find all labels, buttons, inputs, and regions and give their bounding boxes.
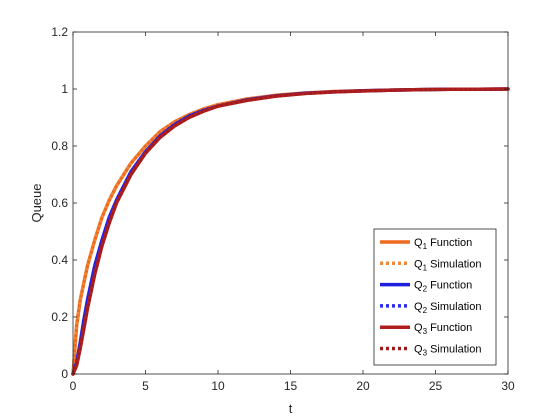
legend-label-rest: Function (427, 280, 472, 292)
legend-label-main: Q (414, 258, 423, 270)
legend-label-main: Q (414, 322, 423, 334)
x-tick-label: 5 (142, 379, 149, 393)
legend-label-main: Q (414, 301, 423, 313)
legend-label-rest: Function (427, 322, 472, 334)
legend-label-4: Q2 Simulation (414, 301, 481, 315)
y-tick-label: 0.8 (51, 139, 68, 153)
x-tick-label: 15 (284, 379, 298, 393)
x-tick-label: 25 (429, 379, 443, 393)
legend-label-subscript: 2 (423, 285, 428, 294)
y-tick-label: 0.2 (51, 310, 68, 324)
legend-label-subscript: 2 (423, 306, 428, 315)
legend-label-rest: Simulation (427, 344, 481, 356)
legend-label-main: Q (414, 344, 423, 356)
x-tick-label: 0 (70, 379, 77, 393)
series-layer (71, 87, 510, 376)
legend-label-rest: Function (427, 237, 472, 249)
y-tick-label: 1.2 (51, 25, 68, 39)
legend-label-main: Q (414, 237, 423, 249)
x-tick-label: 10 (211, 379, 225, 393)
legend-label-rest: Simulation (427, 258, 481, 270)
legend-label-1: Q1 Function (414, 237, 472, 251)
legend-label-main: Q (414, 280, 423, 292)
series-line-5 (71, 87, 510, 376)
legend-label-subscript: 1 (423, 263, 428, 272)
y-axis-label: Queue (29, 183, 44, 222)
legend-label-rest: Simulation (427, 301, 481, 313)
legend-label-3: Q2 Function (414, 280, 472, 294)
y-tick-label: 1 (61, 82, 68, 96)
series-line-2 (71, 87, 509, 375)
legend-label-6: Q3 Simulation (414, 344, 481, 358)
legend-box (373, 228, 497, 366)
y-tick-label: 0 (61, 367, 68, 381)
x-tick-label: 30 (501, 379, 515, 393)
legend-label-subscript: 3 (423, 327, 428, 336)
tick-layer: 0 5 10 15 20 25 30 0 0.2 0.4 0.6 0.8 1 1.2 (51, 25, 515, 393)
y-tick-label: 0.4 (51, 253, 68, 267)
y-tick-label: 0.6 (51, 196, 68, 210)
x-axis-label: t (289, 401, 293, 416)
series-line-4 (71, 87, 509, 375)
x-tick-label: 20 (356, 379, 370, 393)
legend-label-subscript: 3 (423, 349, 428, 358)
legend-label-2: Q1 Simulation (414, 258, 481, 272)
legend-label-5: Q3 Function (414, 322, 472, 336)
legend-label-subscript: 1 (423, 242, 428, 251)
